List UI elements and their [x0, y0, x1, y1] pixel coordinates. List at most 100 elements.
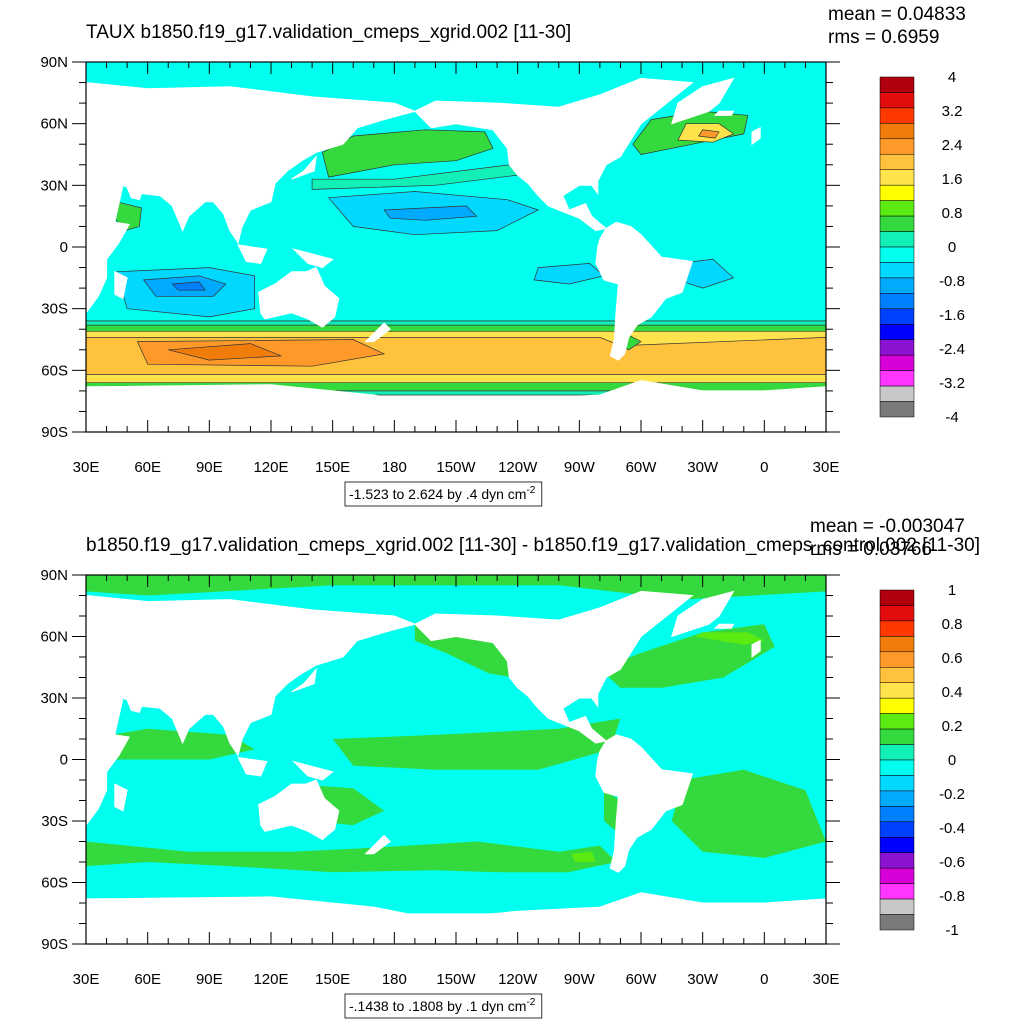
colorbar-label: 0.8	[942, 616, 963, 633]
y-tick-label: 90S	[41, 936, 68, 953]
colorbar-swatch	[879, 667, 915, 683]
colorbar-label: 0	[948, 752, 956, 769]
contour-info: -1.523 to 2.624 by .4 dyn cm-2	[349, 485, 536, 502]
x-tick-label: 90E	[196, 459, 223, 476]
x-tick-label: 60E	[134, 459, 161, 476]
y-tick-label: 30S	[41, 813, 68, 830]
x-tick-label: 120W	[498, 459, 538, 476]
land-mask	[86, 594, 417, 826]
rms-stat: rms = 0.6959	[828, 27, 939, 48]
colorbar-swatch	[879, 589, 915, 606]
mean-stat: mean = -0.003047	[810, 516, 965, 537]
panel-title: TAUX b1850.f19_g17.validation_cmeps_xgri…	[86, 22, 571, 43]
land-mask	[595, 734, 694, 873]
colorbar-swatch	[879, 898, 915, 915]
colorbar-label: -0.8	[939, 273, 965, 290]
contour-region	[571, 851, 596, 862]
y-tick-label: 0	[60, 752, 68, 769]
contour-info-unit-exponent: -2	[526, 485, 535, 496]
x-tick-label: 120W	[498, 971, 538, 988]
colorbar-swatch	[879, 806, 915, 823]
x-tick-label: 150W	[436, 971, 476, 988]
x-tick-label: 90W	[564, 459, 596, 476]
colorbar-swatch	[879, 76, 915, 93]
colorbar-swatch	[879, 154, 915, 170]
contour-region	[86, 841, 617, 875]
x-tick-label: 120E	[253, 459, 288, 476]
colorbar-swatch	[879, 837, 915, 853]
colorbar-swatch	[879, 169, 915, 186]
land-mask	[291, 248, 334, 269]
y-tick-label: 60S	[41, 362, 68, 379]
colorbar: 4 3.2 2.4 1.6 0.8 0 -0.8 -1.6 -2.4 -3.2 -4	[879, 69, 965, 426]
contour-region	[383, 205, 478, 221]
contour-region	[168, 343, 282, 361]
colorbar-swatch	[879, 867, 915, 884]
colorbar-label: -3.2	[939, 375, 965, 392]
colorbar-swatch	[879, 682, 915, 699]
land-mask	[713, 110, 735, 116]
colorbar-swatch	[879, 200, 915, 217]
colorbar-swatch	[879, 697, 915, 714]
x-tick-label: 0	[760, 459, 768, 476]
land-mask	[237, 244, 268, 264]
colorbar-swatch	[879, 308, 915, 325]
x-tick-label: 120E	[253, 971, 288, 988]
land-mask	[237, 756, 268, 777]
colorbar-swatch	[879, 883, 915, 900]
contour-info-box: -.1438 to .1808 by .1 dyn cm-2	[344, 993, 543, 1019]
x-tick-label: 150W	[436, 459, 476, 476]
contour-info-box: -1.523 to 2.624 by .4 dyn cm-2	[344, 481, 543, 507]
colorbar-swatch	[879, 728, 915, 745]
land-mask	[671, 590, 735, 638]
colorbar-label: 1.6	[942, 171, 963, 188]
x-tick-label: 30E	[73, 971, 100, 988]
colorbar-swatch	[879, 790, 915, 807]
land-mask	[291, 667, 317, 693]
colorbar-label: 4	[948, 69, 956, 86]
colorbar-swatch	[879, 775, 915, 792]
colorbar-swatch	[879, 277, 915, 294]
contour-info-unit-exponent: -2	[526, 997, 535, 1008]
land-mask	[291, 760, 334, 781]
contour-region	[332, 718, 621, 770]
land-mask	[291, 154, 317, 180]
land-mask	[414, 77, 694, 232]
y-tick-label: 30N	[40, 690, 68, 707]
colorbar-label: 0.8	[942, 205, 963, 222]
rms-stat: rms = 0.03766	[810, 539, 932, 560]
colorbar-swatch	[879, 324, 915, 340]
colorbar-label: -0.6	[939, 854, 965, 871]
y-tick-label: 60N	[40, 629, 68, 646]
colorbar-label: 2.4	[942, 137, 963, 154]
land-mask	[114, 783, 128, 812]
x-tick-label: 180	[382, 459, 407, 476]
wind-stress-field	[86, 575, 826, 944]
colorbar-label: 0.6	[942, 650, 963, 667]
land-mask	[364, 834, 391, 855]
colorbar-swatch	[879, 262, 915, 279]
y-tick-label: 0	[60, 239, 68, 256]
colorbar-swatch	[879, 385, 915, 402]
x-tick-label: 30W	[687, 459, 719, 476]
colorbar-swatch	[879, 138, 915, 155]
land-mask	[671, 77, 735, 125]
colorbar-swatch	[879, 821, 915, 838]
x-tick-label: 60E	[134, 971, 161, 988]
colorbar-swatch	[879, 651, 915, 668]
colorbar-label: -0.2	[939, 786, 965, 803]
colorbar-label: 1	[948, 582, 956, 599]
colorbar-label: -0.4	[939, 820, 965, 837]
land-mask	[86, 380, 826, 432]
colorbar-swatch	[879, 123, 915, 140]
colorbar-swatch	[879, 293, 915, 310]
land-mask	[258, 779, 340, 841]
contour-region	[171, 281, 206, 291]
land-mask	[258, 266, 340, 328]
panel-title: b1850.f19_g17.validation_cmeps_xgrid.002…	[86, 535, 980, 556]
colorbar-swatch	[879, 92, 915, 109]
colorbar-swatch	[879, 744, 915, 761]
colorbar-swatch	[879, 354, 915, 371]
land-mask	[364, 322, 391, 343]
colorbar-swatch	[879, 759, 915, 776]
